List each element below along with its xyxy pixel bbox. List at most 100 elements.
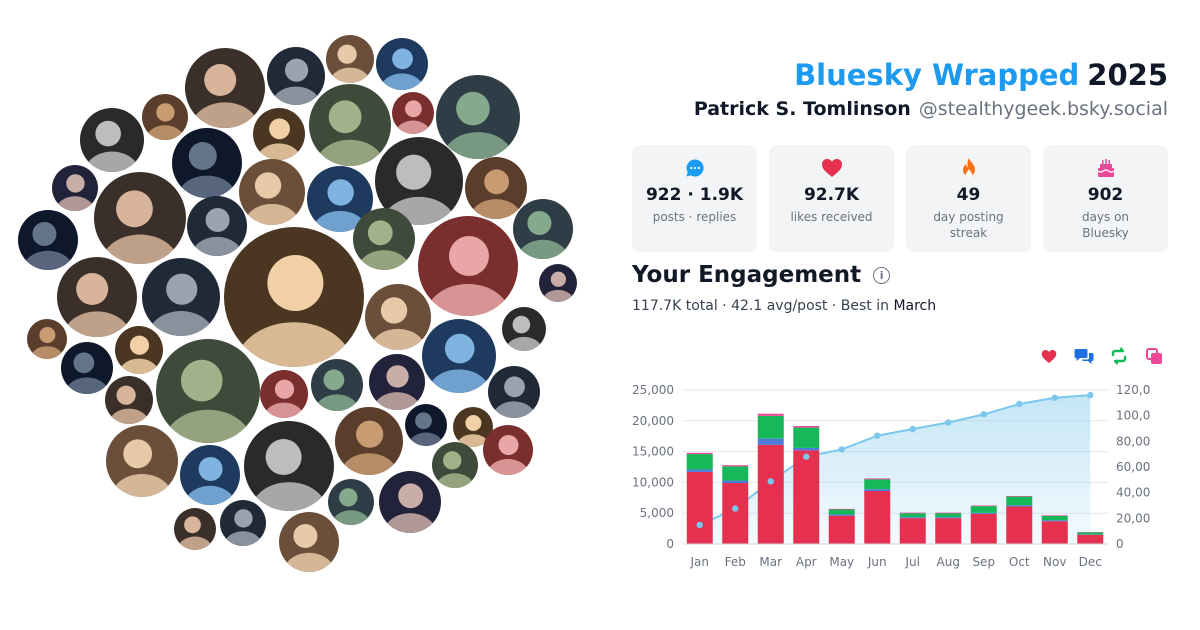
x-tick-label: Sep <box>972 555 995 569</box>
avatar[interactable] <box>27 319 67 359</box>
cumulative-point <box>980 411 987 418</box>
y-right-tick-label: 40,000 <box>1116 486 1150 500</box>
avatar[interactable] <box>392 92 434 134</box>
x-tick-label: Aug <box>937 555 960 569</box>
avatar[interactable] <box>326 35 374 83</box>
cumulative-point <box>803 453 810 460</box>
year-title: 2025 <box>1087 58 1168 92</box>
avatar[interactable] <box>57 257 137 337</box>
bar-segment <box>828 515 855 544</box>
avatar[interactable] <box>239 159 305 225</box>
avatar[interactable] <box>422 319 496 393</box>
avatar[interactable] <box>405 404 447 446</box>
stat-value: 92.7K <box>803 185 860 205</box>
avatar[interactable] <box>483 425 533 475</box>
avatar[interactable] <box>369 354 425 410</box>
avatar[interactable] <box>376 38 428 90</box>
legend-heart-icon[interactable] <box>1038 346 1060 366</box>
bar-segment <box>935 517 962 519</box>
bar-segment <box>1041 521 1068 544</box>
avatar[interactable] <box>244 421 334 511</box>
y-left-tick-label: 5,000 <box>640 506 674 520</box>
bar-segment <box>722 480 749 484</box>
x-tick-label: May <box>829 555 854 569</box>
bar-segment <box>1006 506 1033 544</box>
avatar[interactable] <box>253 108 305 160</box>
avatar[interactable] <box>309 84 391 166</box>
y-left-tick-label: 0 <box>666 537 674 551</box>
avatar[interactable] <box>106 425 178 497</box>
engagement-best-month: March <box>893 298 937 314</box>
y-left-tick-label: 20,000 <box>632 414 674 428</box>
engagement-title: Your Engagement i <box>632 262 891 288</box>
cumulative-point <box>874 432 881 439</box>
bar-segment <box>793 427 820 448</box>
avatar[interactable] <box>142 94 188 140</box>
bar-segment <box>686 454 713 470</box>
avatar[interactable] <box>52 165 98 211</box>
avatar[interactable] <box>174 508 216 550</box>
cumulative-point <box>1087 391 1094 399</box>
bar-segment <box>864 489 891 492</box>
avatar[interactable] <box>267 47 325 105</box>
avatar[interactable] <box>488 366 540 418</box>
bar-segment <box>1077 532 1104 535</box>
avatar[interactable] <box>328 479 374 525</box>
avatar[interactable] <box>513 199 573 259</box>
avatar[interactable] <box>220 500 266 546</box>
avatar[interactable] <box>260 370 308 418</box>
avatar[interactable] <box>365 284 431 350</box>
user-handle[interactable]: @stealthygeek.bsky.social <box>918 98 1168 120</box>
avatar[interactable] <box>279 512 339 572</box>
avatar[interactable] <box>80 108 144 172</box>
stat-label: posts · replies <box>652 210 737 224</box>
bar-segment <box>757 438 784 445</box>
legend-replies-icon[interactable] <box>1073 346 1095 366</box>
avatar[interactable] <box>115 326 163 374</box>
y-right-tick-label: 120,000 <box>1116 383 1150 397</box>
avatar[interactable] <box>180 445 240 505</box>
bar-segment <box>793 450 820 544</box>
avatar[interactable] <box>432 442 478 488</box>
bar-segment <box>1041 520 1068 522</box>
avatar[interactable] <box>436 75 520 159</box>
avatar[interactable] <box>311 359 363 411</box>
cumulative-point <box>696 521 703 529</box>
y-right-tick-label: 80,000 <box>1116 434 1150 448</box>
bar-segment <box>1006 505 1033 507</box>
avatar[interactable] <box>502 307 546 351</box>
bar-segment <box>722 465 749 467</box>
bar-segment <box>1077 534 1104 544</box>
avatar[interactable] <box>94 172 186 264</box>
avatar[interactable] <box>224 227 364 367</box>
bar-segment <box>970 513 997 544</box>
avatar[interactable] <box>61 342 113 394</box>
avatar[interactable] <box>156 339 260 443</box>
bar-segment <box>686 469 713 472</box>
y-right-tick-label: 60,000 <box>1116 460 1150 474</box>
avatar[interactable] <box>185 48 265 128</box>
info-icon[interactable]: i <box>873 266 891 284</box>
avatar[interactable] <box>539 264 577 302</box>
x-tick-label: Dec <box>1079 555 1102 569</box>
avatar[interactable] <box>187 196 247 256</box>
stat-card-streak: 49 day posting streak <box>906 145 1031 252</box>
legend-repost-icon[interactable] <box>1108 346 1130 366</box>
avatar[interactable] <box>465 157 527 219</box>
y-left-tick-label: 10,000 <box>632 475 674 489</box>
avatar[interactable] <box>379 471 441 533</box>
avatar[interactable] <box>105 376 153 424</box>
avatar[interactable] <box>335 407 403 475</box>
engagement-avg: 42.1 avg/post <box>731 298 828 314</box>
bar-segment <box>935 513 962 518</box>
y-right-tick-label: 20,000 <box>1116 511 1150 525</box>
avatar[interactable] <box>172 128 242 198</box>
avatar[interactable] <box>353 208 415 270</box>
stat-card-days: 902 days on Bluesky <box>1043 145 1168 252</box>
stat-label: likes received <box>790 210 873 224</box>
legend-quote-icon[interactable] <box>1143 346 1165 366</box>
avatar[interactable] <box>142 258 220 336</box>
avatar[interactable] <box>18 210 78 270</box>
stat-label: days on Bluesky <box>1081 210 1130 240</box>
avatar[interactable] <box>418 216 518 316</box>
